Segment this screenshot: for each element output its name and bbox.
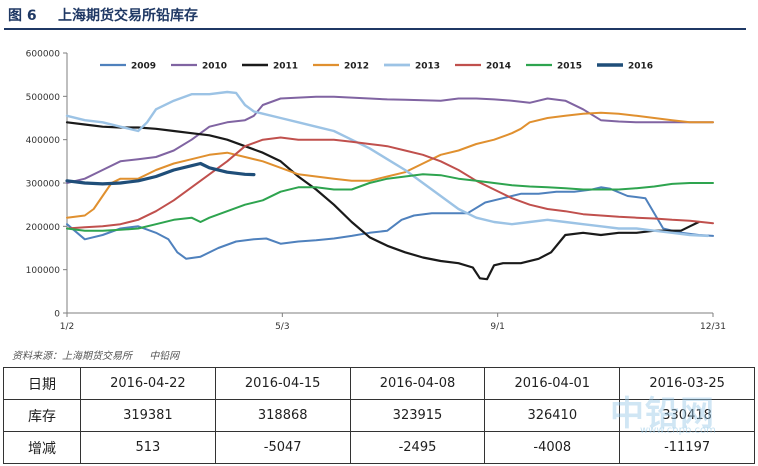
table-cell: 318868 bbox=[214, 399, 351, 432]
table-cell: 513 bbox=[80, 431, 216, 464]
table-cell: 2016-04-15 bbox=[214, 367, 351, 400]
source-label: 资料来源：上海期货交易所 bbox=[12, 351, 132, 362]
table-cell: -11197 bbox=[619, 431, 755, 464]
table-cell: 319381 bbox=[80, 399, 216, 432]
series-line-2015 bbox=[66, 173, 714, 232]
legend-label-2011: 2011 bbox=[273, 62, 298, 72]
y-tick-label: 400000 bbox=[26, 136, 61, 146]
source-note: 资料来源：上海期货交易所 中铅网 bbox=[12, 347, 193, 362]
row-header-change: 增减 bbox=[3, 431, 81, 464]
row-header-date: 日期 bbox=[3, 367, 81, 400]
table-row-change: 增减 513 -5047 -2495 -4008 -11197 bbox=[3, 431, 755, 464]
legend-label-2015: 2015 bbox=[557, 62, 582, 72]
legend-label-2010: 2010 bbox=[202, 62, 227, 72]
table-cell: -2495 bbox=[349, 431, 486, 464]
inventory-table: 日期 2016-04-22 2016-04-15 2016-04-08 2016… bbox=[3, 367, 755, 464]
figure-title: 上海期货交易所铅库存 bbox=[58, 8, 198, 24]
y-tick-label: 100000 bbox=[26, 266, 61, 276]
legend-label-2014: 2014 bbox=[486, 62, 511, 72]
legend-label-2013: 2013 bbox=[415, 62, 440, 72]
legend-label-2012: 2012 bbox=[344, 62, 369, 72]
series-line-2014 bbox=[66, 136, 714, 230]
table-cell: -5047 bbox=[214, 431, 351, 464]
table-cell: 330418 bbox=[619, 399, 755, 432]
series-line-2010 bbox=[66, 95, 714, 184]
series-line-2012 bbox=[66, 111, 714, 219]
lead-inventory-chart: 0 100000 200000 300000 400000 500000 600000 1/2… bbox=[26, 50, 726, 333]
x-tick-label: 5/3 bbox=[275, 322, 289, 332]
table-row-inventory: 库存 319381 318868 323915 326410 330418 bbox=[3, 399, 755, 432]
figure-number: 图 6 bbox=[8, 8, 37, 24]
y-tick-label: 600000 bbox=[26, 50, 61, 60]
table-cell: 326410 bbox=[484, 399, 621, 432]
series-line-2009 bbox=[66, 186, 714, 260]
table-cell: 323915 bbox=[349, 399, 486, 432]
series-line-2016 bbox=[65, 161, 256, 186]
y-tick-label: 300000 bbox=[26, 180, 61, 190]
table-cell: 2016-04-01 bbox=[484, 367, 621, 400]
x-tick-label: 12/31 bbox=[700, 322, 726, 332]
legend-label-2016: 2016 bbox=[628, 62, 653, 72]
table-cell: -4008 bbox=[484, 431, 621, 464]
x-tick-label: 1/2 bbox=[60, 322, 74, 332]
table-cell: 2016-03-25 bbox=[619, 367, 755, 400]
y-tick-label: 200000 bbox=[26, 223, 61, 233]
x-tick-label: 9/1 bbox=[490, 322, 504, 332]
y-tick-label: 500000 bbox=[26, 93, 61, 103]
series-line-2013 bbox=[65, 90, 709, 238]
series-line-2011 bbox=[65, 121, 700, 281]
source-org: 中铅网 bbox=[149, 351, 180, 362]
y-tick-label: 0 bbox=[54, 310, 60, 320]
legend-label-2009: 2009 bbox=[131, 62, 156, 72]
table-row-date: 日期 2016-04-22 2016-04-15 2016-04-08 2016… bbox=[3, 367, 755, 400]
table-cell: 2016-04-22 bbox=[80, 367, 216, 400]
figure-header: 图 6 上海期货交易所铅库存 bbox=[4, 0, 746, 30]
row-header-inventory: 库存 bbox=[3, 399, 81, 432]
table-cell: 2016-04-08 bbox=[349, 367, 486, 400]
